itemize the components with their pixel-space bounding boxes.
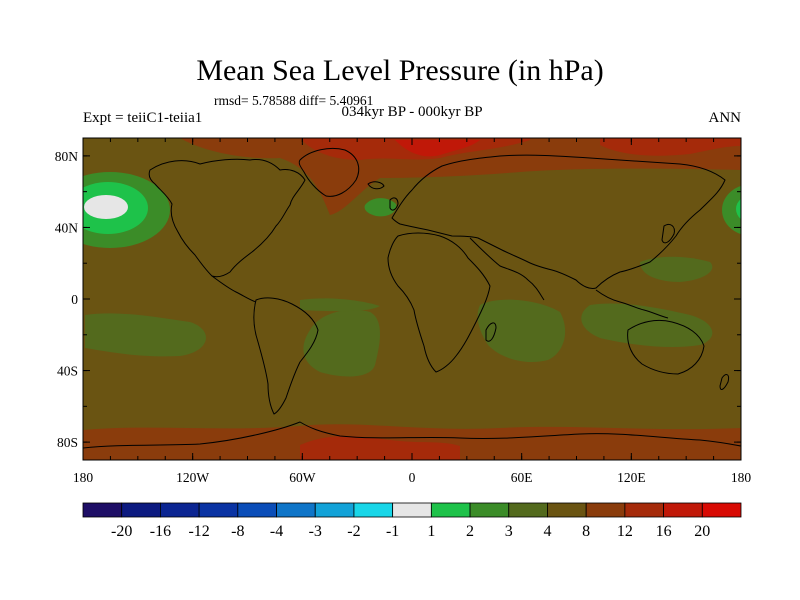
east-edge-low [736,198,741,220]
lon-tick-label: 60W [289,470,316,485]
coast-north-america [148,158,306,278]
colorbar-swatch [585,502,626,518]
coast-greenland [298,147,360,197]
coast-madagascar [485,322,497,342]
colorbar-swatch [430,502,471,518]
colorbar-label: -2 [347,523,360,540]
colorbar-labels: -20 -16 -12 -8 -4 -3 -2 -1 1 2 3 4 8 12 16 20 [111,523,710,540]
arctic-anomaly-high [180,138,741,215]
coast-central-america [211,275,257,303]
colorbar-swatch [353,502,394,518]
north-atlantic-near-zero [364,198,397,217]
colorbar-label: 1 [427,523,435,540]
equatorial-near-zero [300,298,380,312]
colorbar-swatch [276,502,316,518]
lon-tick-label: 0 [409,470,416,485]
pacific-near-zero [85,313,207,357]
coast-iceland [367,181,385,190]
coast-southeast-asia [595,289,669,319]
colorbar-swatch [663,502,703,518]
colorbar-swatch [160,502,200,518]
colorbar-label: 20 [694,523,710,540]
coast-japan [661,223,675,244]
map-field [83,138,741,460]
north-pacific-low-center [84,195,128,219]
coast-arabia-india [469,237,545,301]
colorbar-label: 2 [466,523,474,540]
colorbar [82,502,742,518]
east-edge-low-weak [722,185,741,235]
colorbar-label: -3 [309,523,322,540]
lon-tick-label: 180 [73,470,94,485]
period-label: 034kyr BP - 000kyr BP [341,104,483,120]
colorbar-swatch [469,502,510,518]
colorbar-swatch [547,502,587,518]
season-label: ANN [708,110,742,126]
colorbar-swatch [198,502,239,518]
coast-south-america [253,297,319,415]
lat-tick-label: 80N [55,149,79,164]
coast-new-zealand [719,374,729,390]
colorbar-label: -16 [150,523,171,540]
colorbar-swatch [624,502,664,518]
lon-tick-label: 120E [617,470,646,485]
lon-tick-label: 120W [176,470,209,485]
coast-eurasia [391,154,726,289]
colorbar-label: -4 [270,523,283,540]
colorbar-swatch [237,502,277,518]
arctic-anomaly-extreme [395,140,480,157]
axis-tick-labels: 80N 40N 0 40S 80S 180 120W 60W 0 60E 120E 180 [55,149,752,485]
lat-tick-label: 80S [57,435,78,450]
colorbar-label: 12 [617,523,633,540]
map-background [83,138,741,460]
colorbar-swatch [82,502,123,518]
stats-label: rmsd= 5.78588 diff= 5.40961 [214,93,374,108]
lat-tick-label: 40S [57,364,78,379]
axis-ticks [82,138,742,460]
colorbar-label: -12 [188,523,209,540]
colorbar-label: 4 [543,523,551,540]
indian-ocean-near-zero [477,299,566,363]
coast-africa [387,232,491,373]
coastlines [83,147,741,449]
experiment-label: Expt = teiiC1-teiia1 [83,110,203,126]
lon-tick-label: 60E [511,470,533,485]
lat-tick-label: 0 [71,292,78,307]
colorbar-label: 8 [582,523,590,540]
coast-antarctica [83,421,741,449]
colorbar-swatch [121,502,161,518]
coast-australia [627,319,705,375]
colorbar-swatch [314,502,355,518]
south-atlantic-near-zero [303,309,380,377]
colorbar-label: -20 [111,523,132,540]
colorbar-label: -8 [231,523,244,540]
north-pacific-west-near-zero [640,256,713,282]
colorbar-label: 3 [505,523,513,540]
colorbar-label: 16 [656,523,672,540]
lon-tick-label: 180 [731,470,752,485]
chart-title: Mean Sea Level Pressure (in hPa) [196,54,604,87]
colorbar-swatch [392,502,432,518]
arctic-anomaly-very-high-east [600,138,741,156]
southern-anomaly-band-strong [300,436,460,460]
colorbar-swatch [508,502,548,518]
lat-tick-label: 40N [55,220,79,235]
colorbar-label: -1 [386,523,399,540]
australia-near-zero [581,303,713,348]
coast-britain [389,197,399,211]
colorbar-swatch [701,502,742,518]
